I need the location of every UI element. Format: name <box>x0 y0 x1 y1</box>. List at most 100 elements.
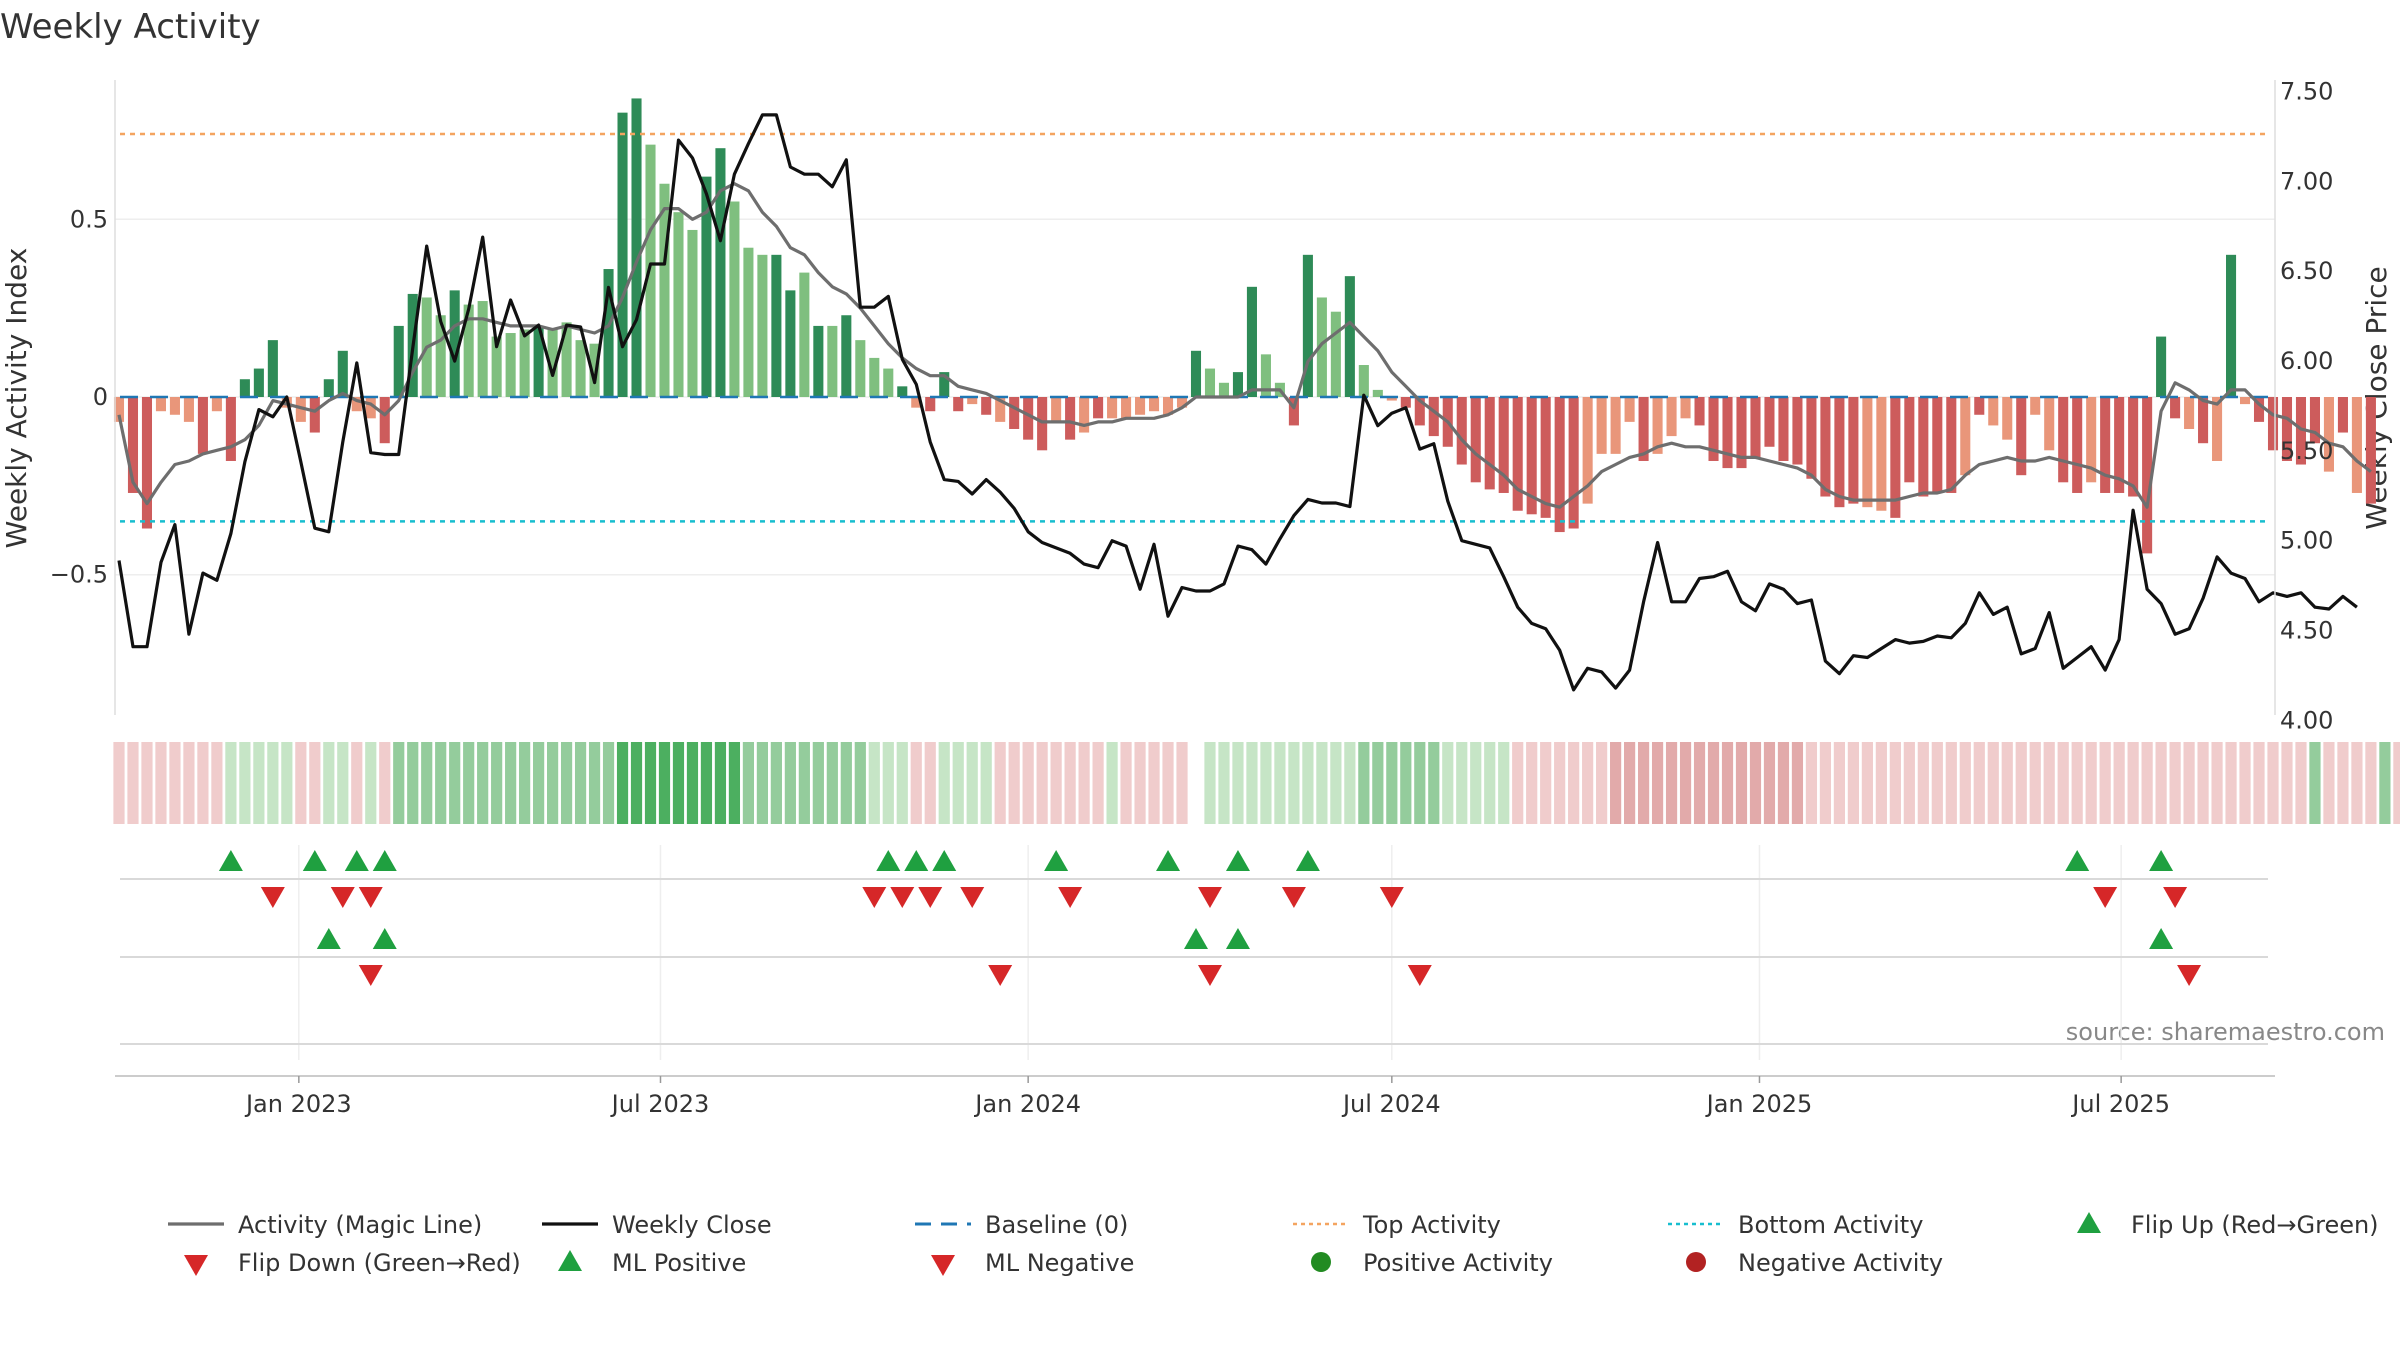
activity-bar <box>379 397 390 444</box>
state-strip-cell <box>1456 742 1468 824</box>
axes: 0.5 0 −0.5 7.50 7.00 6.50 6.00 5.50 5.00 4.50 4.00 <box>50 78 2334 735</box>
activity-bar <box>1694 397 1705 426</box>
activity-bar <box>463 304 474 397</box>
state-strip-cell <box>1400 742 1412 824</box>
state-strip-cell <box>379 742 391 824</box>
activity-bar <box>799 272 810 397</box>
flip-down-marker <box>2163 887 2188 908</box>
activity-bar <box>967 397 978 405</box>
activity-bar <box>113 397 125 422</box>
state-strip-cell <box>2127 742 2139 824</box>
activity-bar <box>1526 397 1537 515</box>
state-strip-cell <box>2309 742 2321 824</box>
activity-bar <box>1316 297 1327 397</box>
activity-bar <box>2267 397 2279 451</box>
activity-bar <box>1638 397 1649 461</box>
activity-bar <box>1456 397 1467 465</box>
flip-down-marker <box>1058 887 1083 908</box>
activity-bar <box>337 350 348 397</box>
state-strip-cell <box>980 742 992 824</box>
activity-bar <box>1009 397 1020 429</box>
legend-label: Activity (Magic Line) <box>238 1211 482 1239</box>
flip-down-marker <box>2093 887 2118 908</box>
state-strip-cell <box>588 742 601 824</box>
activity-bar <box>1344 276 1355 397</box>
activity-bar <box>1135 397 1146 415</box>
flip-up-marker <box>372 850 397 871</box>
y-right-tick-label: 4.00 <box>2280 706 2333 734</box>
activity-bar <box>1876 397 1887 511</box>
state-strip-cell <box>2183 742 2195 824</box>
activity-bar <box>2128 397 2139 497</box>
state-strip-cell <box>2379 742 2391 824</box>
state-strip-cell <box>2323 742 2335 824</box>
activity-bar <box>253 368 264 397</box>
flip-up-marker <box>1044 850 1069 871</box>
reference-lines <box>120 132 2268 523</box>
activity-bar <box>1610 397 1621 454</box>
state-strip-cell <box>714 742 727 824</box>
activity-bar <box>1093 397 1104 419</box>
state-strip-cell <box>574 742 587 824</box>
state-strip-cell <box>1721 742 1734 824</box>
activity-bar <box>1736 397 1747 469</box>
state-strip-cell <box>1679 742 1692 824</box>
activity-bar <box>2337 397 2348 433</box>
state-strip-cell <box>141 742 153 824</box>
state-strip-cell <box>840 742 852 824</box>
activity-bar <box>673 212 684 397</box>
state-strip-cell <box>393 742 405 824</box>
state-strip-cell <box>1707 742 1720 824</box>
activity-bar <box>2295 397 2307 465</box>
state-strip-cell <box>239 742 251 824</box>
activity-bar <box>239 379 250 397</box>
activity-bar <box>1834 397 1845 508</box>
activity-bar <box>1512 397 1523 511</box>
x-tick-label: Jan 2024 <box>973 1090 1081 1118</box>
legend-label: Top Activity <box>1362 1211 1501 1239</box>
state-strip-cell <box>2225 742 2237 824</box>
signal-markers <box>218 850 2202 986</box>
state-strip-cell <box>1092 742 1104 824</box>
activity-bar <box>225 397 236 461</box>
activity-bar <box>1204 368 1216 397</box>
flip-up-marker <box>218 850 243 871</box>
state-strip-cell <box>211 742 223 824</box>
state-strip-cell <box>351 742 363 824</box>
state-strip-cell <box>463 742 475 824</box>
activity-bar <box>1470 397 1481 483</box>
state-strip-cell <box>700 742 713 824</box>
state-strip-cell <box>295 742 307 824</box>
flip-up-marker <box>1295 850 1320 871</box>
state-strip-cell <box>1987 742 1999 824</box>
state-strip-cell <box>1386 742 1398 824</box>
activity-bar <box>1988 397 1999 426</box>
legend-item: Baseline (0) <box>915 1211 1128 1239</box>
flip-up-marker <box>2065 850 2090 871</box>
state-strip-cell <box>1316 742 1328 824</box>
state-strip-cell <box>1470 742 1482 824</box>
state-strip-cell <box>2365 742 2377 824</box>
y-right-tick-label: 6.00 <box>2280 347 2333 375</box>
activity-bar <box>1764 397 1775 447</box>
state-strip-cell <box>2253 742 2265 824</box>
activity-bar <box>197 397 208 454</box>
state-strip-cell <box>183 742 195 824</box>
activity-bar <box>2351 397 2362 493</box>
legend-item: Negative Activity <box>1686 1249 1943 1277</box>
state-strip-cell <box>1875 742 1887 824</box>
activity-bar <box>1946 397 1957 493</box>
activity-bar <box>2100 397 2111 493</box>
state-strip-cell <box>560 742 573 824</box>
state-strip-cell <box>1540 742 1552 824</box>
activity-bar <box>1079 397 1090 433</box>
activity-bar <box>169 397 180 415</box>
state-strip-cell <box>1917 742 1929 824</box>
state-strip-cell <box>477 742 489 824</box>
activity-bar <box>1372 389 1383 397</box>
state-strip-cell <box>197 742 209 824</box>
x-tick-label: Jul 2025 <box>2070 1090 2170 1118</box>
state-strip-cell <box>2029 742 2041 824</box>
activity-bar <box>533 325 544 397</box>
activity-bar <box>561 322 572 397</box>
